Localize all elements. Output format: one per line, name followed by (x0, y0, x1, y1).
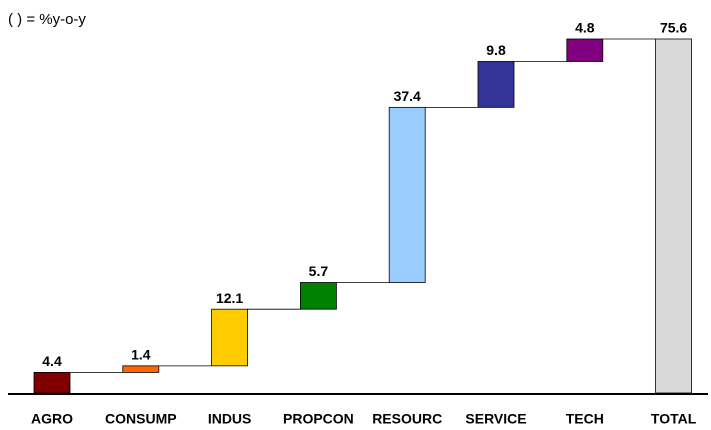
x-tick-label: CONSUMP (105, 411, 177, 427)
note: ( ) = %y-o-y (8, 11, 86, 28)
x-tick-label: SERVICE (465, 411, 526, 427)
value-label: 37.4 (394, 88, 421, 104)
value-label: 1.4 (131, 347, 151, 363)
value-label: 5.7 (309, 263, 329, 279)
value-label: 4.8 (575, 20, 595, 36)
x-tick-label: TECH (566, 411, 604, 427)
bar (33, 371, 71, 394)
bar (655, 38, 692, 394)
bar (566, 38, 604, 62)
value-label: 4.4 (42, 353, 62, 369)
bar (211, 308, 249, 367)
value-label: 12.1 (216, 290, 243, 306)
bar (388, 106, 426, 283)
value-label: 75.6 (660, 20, 687, 36)
bar (477, 61, 515, 108)
x-tick-label: INDUS (208, 411, 252, 427)
x-tick-label: PROPCON (283, 411, 354, 427)
bar (299, 282, 337, 310)
x-tick-label: RESOURC (372, 411, 442, 427)
value-label: 9.8 (486, 42, 506, 58)
x-tick-label: AGRO (31, 411, 73, 427)
bar (122, 365, 160, 373)
x-tick-label: TOTAL (651, 411, 697, 427)
